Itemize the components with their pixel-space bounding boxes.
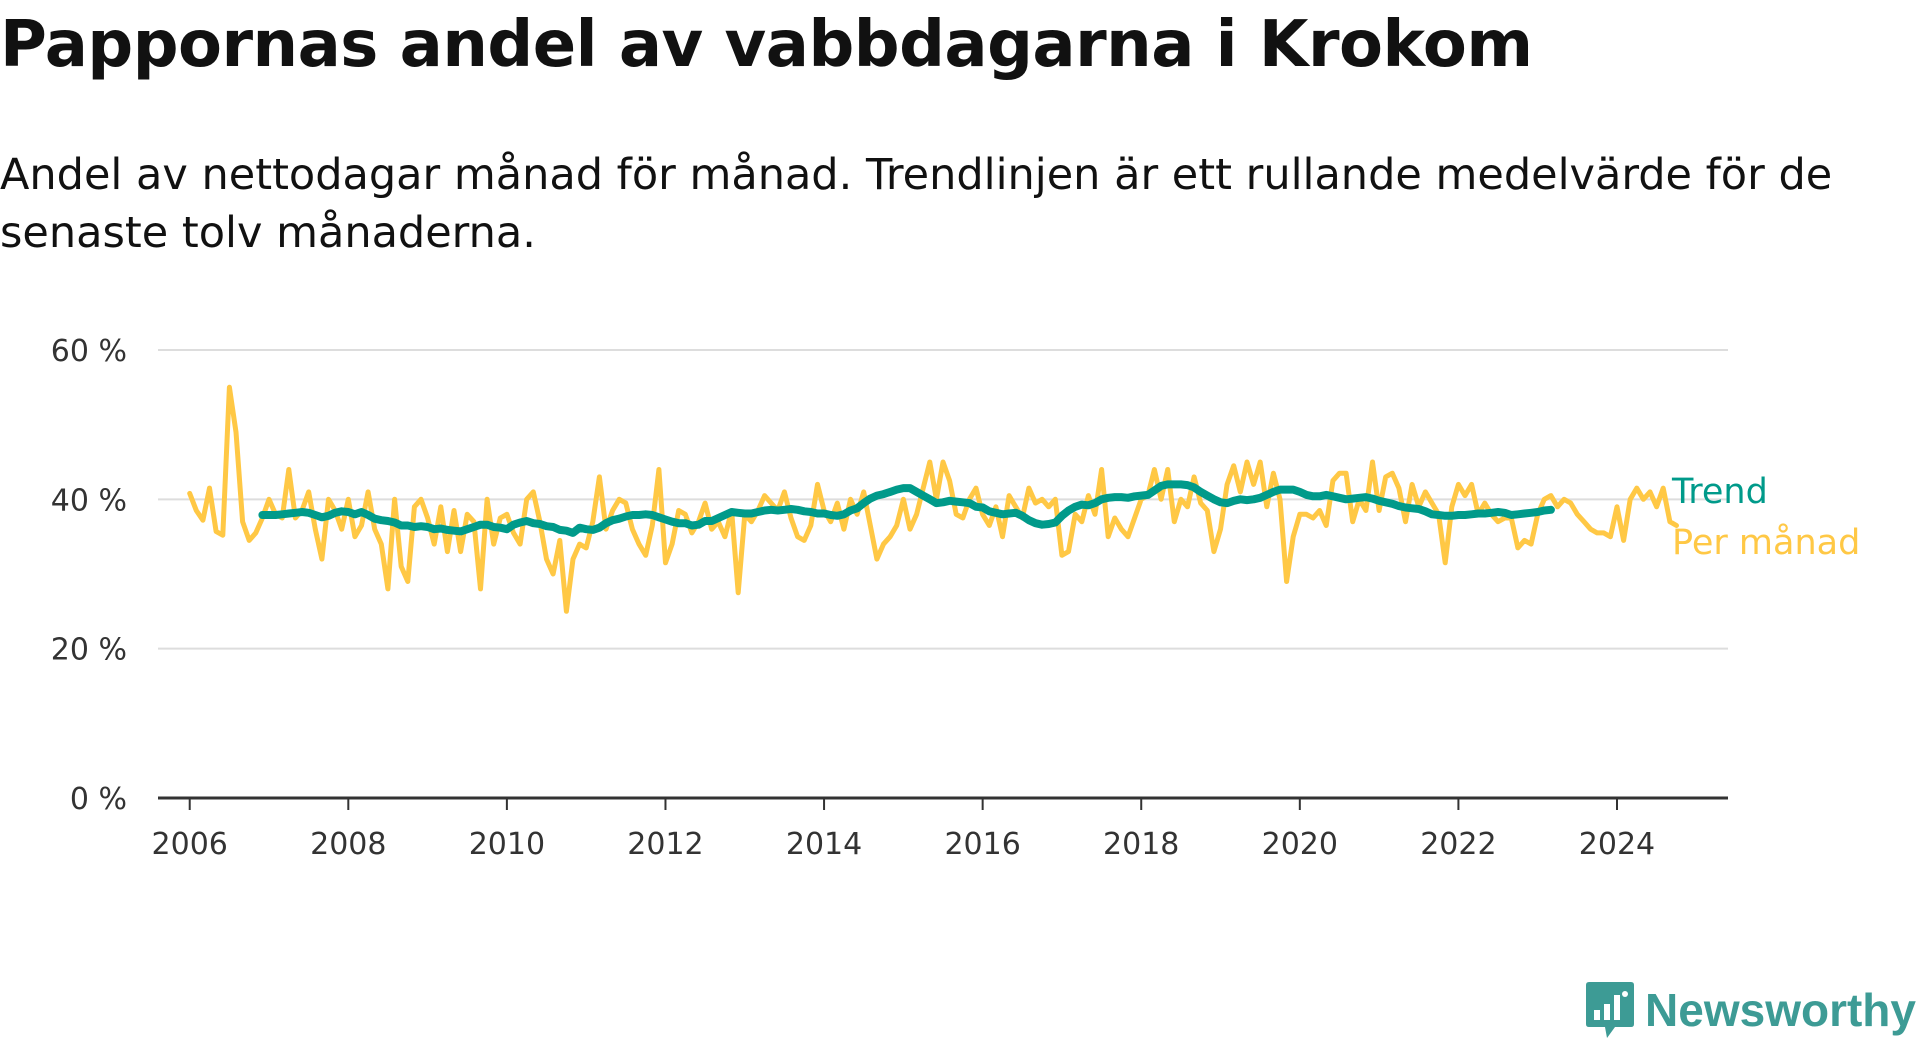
x-tick-label: 2016 bbox=[944, 827, 1020, 862]
x-tick-label: 2008 bbox=[310, 827, 386, 862]
newsworthy-logo-icon bbox=[1586, 982, 1635, 1038]
y-tick-label: 40 % bbox=[51, 483, 127, 518]
x-tick-label: 2012 bbox=[627, 827, 703, 862]
legend-label-per-manad: Per månad bbox=[1672, 522, 1860, 563]
y-tick-label: 60 % bbox=[51, 334, 127, 369]
newsworthy-logo-text: Newsworthy bbox=[1645, 984, 1916, 1036]
logo-icon-bar-1 bbox=[1594, 1010, 1601, 1020]
logo-icon-bar-2 bbox=[1604, 1004, 1611, 1020]
x-tick-label: 2006 bbox=[152, 827, 228, 862]
x-tick-label: 2022 bbox=[1420, 827, 1496, 862]
series-lines bbox=[187, 384, 1679, 614]
newsworthy-logo: Newsworthy bbox=[1585, 980, 1916, 1040]
y-tick-label: 0 % bbox=[70, 782, 127, 817]
legend: Trend Per månad bbox=[1671, 472, 1860, 563]
y-tick-label: 20 % bbox=[51, 633, 127, 668]
legend-label-trend: Trend bbox=[1671, 472, 1768, 512]
x-tick-label: 2024 bbox=[1579, 827, 1655, 862]
page-subtitle: Andel av nettodagar månad för månad. Tre… bbox=[0, 150, 1833, 258]
x-tick-label: 2018 bbox=[1103, 827, 1179, 862]
y-axis-labels: 0 % 20 % 40 % 60 % bbox=[51, 334, 127, 817]
page-title: Pappornas andel av vabbdagarna i Krokom bbox=[0, 8, 1533, 82]
x-tick-label: 2010 bbox=[469, 827, 545, 862]
logo-icon-bar-3 bbox=[1614, 995, 1621, 1020]
x-axis: 2006 2008 2010 2012 2014 2016 2018 2020 2022 2024 bbox=[152, 796, 1728, 862]
x-tick-label: 2020 bbox=[1262, 827, 1338, 862]
x-tick-label: 2014 bbox=[786, 827, 862, 862]
series-line-trend bbox=[258, 480, 1555, 537]
logo-icon-dot bbox=[1622, 991, 1629, 997]
